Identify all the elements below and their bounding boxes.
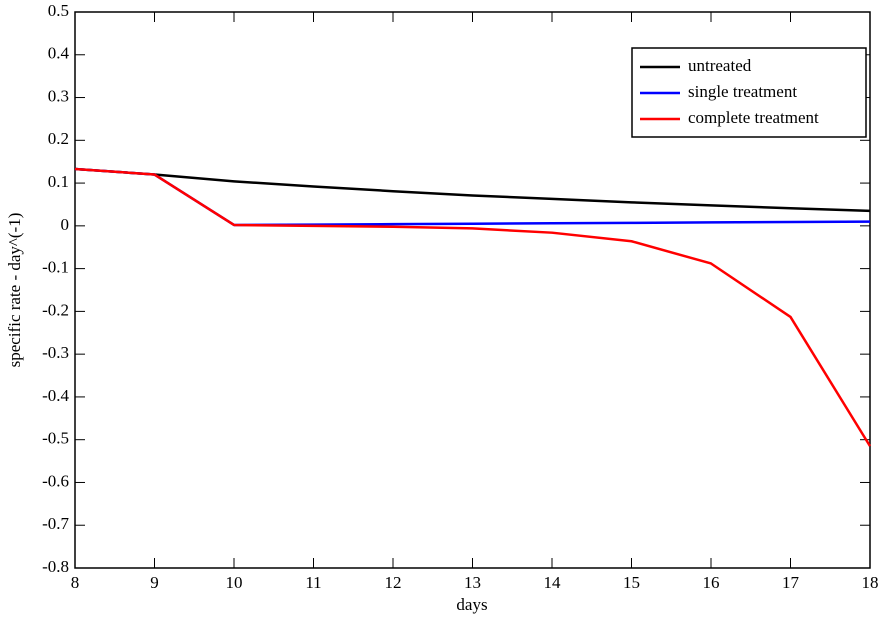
- x-tick-label: 17: [782, 573, 800, 592]
- y-tick-label: -0.2: [42, 300, 69, 319]
- y-tick-label: -0.1: [42, 258, 69, 277]
- y-tick-label: -0.6: [42, 471, 69, 490]
- y-axis-label: specific rate - day^(-1): [5, 213, 24, 368]
- y-tick-label: 0.2: [48, 129, 69, 148]
- x-axis-label: days: [456, 595, 487, 614]
- series-line: [74, 167, 872, 447]
- y-tick-label: 0.4: [48, 44, 70, 63]
- x-tick-label: 12: [385, 573, 402, 592]
- y-tick-label: -0.8: [42, 557, 69, 576]
- x-tick-label: 10: [226, 573, 243, 592]
- y-tick-label: -0.3: [42, 343, 69, 362]
- x-tick-label: 13: [464, 573, 481, 592]
- x-tick-label: 18: [862, 573, 879, 592]
- y-tick-label: -0.5: [42, 429, 69, 448]
- y-tick-label: 0.5: [48, 1, 69, 20]
- y-tick-label: 0.1: [48, 172, 69, 191]
- legend-label: single treatment: [688, 82, 797, 101]
- series-line: [74, 167, 871, 213]
- x-tick-label: 8: [71, 573, 80, 592]
- y-tick-label: -0.4: [42, 386, 69, 405]
- y-tick-label: -0.7: [42, 514, 69, 533]
- x-tick-label: 15: [623, 573, 640, 592]
- legend-label: untreated: [688, 56, 752, 75]
- y-tick-label: 0.3: [48, 86, 69, 105]
- x-tick-label: 11: [305, 573, 321, 592]
- x-tick-label: 16: [703, 573, 720, 592]
- y-tick-label: 0: [61, 215, 70, 234]
- x-tick-label: 9: [150, 573, 159, 592]
- x-tick-label: 14: [544, 573, 562, 592]
- legend-label: complete treatment: [688, 108, 819, 127]
